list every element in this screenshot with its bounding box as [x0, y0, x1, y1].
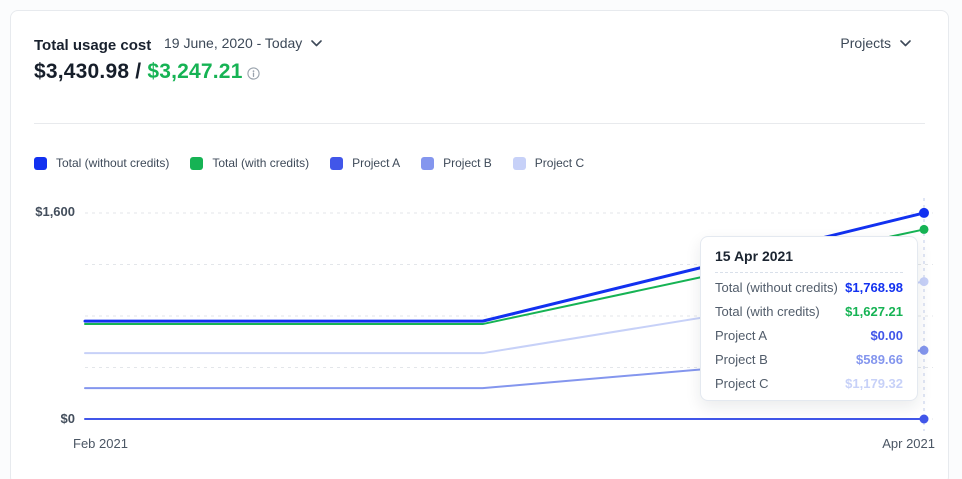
y-axis-tick-1600: $1,600: [35, 204, 75, 219]
series-point-total-with-credits: [919, 224, 929, 234]
tooltip-row-value: $1,768.98: [845, 279, 903, 295]
legend-label: Project C: [534, 156, 585, 170]
legend-swatch-icon: [190, 156, 204, 170]
tooltip-row-label: Total (with credits): [715, 303, 820, 319]
date-range-label: 19 June, 2020 - Today: [164, 35, 303, 51]
tooltip-row: Project B $589.66: [715, 347, 903, 371]
tooltip-row: Project C $1,179.32: [715, 371, 903, 395]
page-title: Total usage cost: [34, 37, 152, 54]
tooltip-row-value: $1,179.32: [845, 375, 903, 391]
series-point-project-b: [919, 345, 929, 355]
projects-label: Projects: [840, 35, 891, 51]
chevron-down-icon: [311, 39, 323, 47]
tooltip-row-value: $0.00: [870, 327, 903, 343]
legend-label: Total (with credits): [212, 156, 310, 170]
tooltip-row: Total (without credits) $1,768.98: [715, 275, 903, 299]
legend-item-total-with-credits[interactable]: Total (with credits): [190, 156, 309, 170]
total-without-credits-amount: $3,430.98: [34, 60, 130, 83]
tooltip-row: Project A $0.00: [715, 323, 903, 347]
legend-swatch-icon: [34, 156, 47, 170]
legend-item-project-b[interactable]: Project B: [421, 156, 492, 170]
series-point-total-without-credits: [919, 207, 929, 218]
tooltip-row-label: Project A: [715, 327, 768, 343]
legend-swatch-icon: [330, 156, 344, 170]
tooltip-date: 15 Apr 2021: [715, 248, 794, 264]
legend-label: Total (without credits): [56, 156, 170, 170]
projects-selector[interactable]: Projects: [840, 35, 911, 51]
date-range-selector[interactable]: 19 June, 2020 - Today: [164, 35, 323, 51]
legend-swatch-icon: [512, 156, 526, 170]
total-with-credits-amount: $3,247.21: [147, 60, 243, 83]
tooltip-row-label: Project B: [715, 351, 768, 367]
x-axis-tick-feb: Feb 2021: [73, 436, 128, 451]
chevron-down-icon: [900, 39, 911, 47]
tooltip-row-label: Project C: [715, 375, 769, 391]
tooltip-row: Total (with credits) $1,627.21: [715, 299, 903, 323]
legend-label: Project B: [443, 156, 492, 170]
tooltip-row-value: $1,627.21: [845, 303, 903, 319]
legend-swatch-icon: [421, 156, 435, 170]
x-axis-tick-apr: Apr 2021: [882, 436, 935, 451]
tooltip-rows: Total (without credits) $1,768.98 Total (w…: [715, 275, 903, 395]
series-point-project-c: [919, 277, 929, 287]
series-point-project-a: [919, 414, 929, 424]
amount-separator: /: [129, 60, 148, 83]
legend-item-project-a[interactable]: Project A: [330, 156, 400, 170]
legend-item-project-c[interactable]: Project C: [512, 156, 585, 170]
legend-item-total-without-credits[interactable]: Total (without credits): [34, 156, 169, 170]
total-amounts: $3,430.98 / $3,247.21: [34, 60, 260, 86]
tooltip-divider: [715, 272, 903, 273]
info-icon[interactable]: [246, 62, 260, 86]
tooltip-row-value: $589.66: [856, 351, 903, 367]
chart-tooltip: 15 Apr 2021 Total (without credits) $1,76…: [700, 236, 918, 401]
chart-legend: Total (without credits) Total (with credi…: [34, 156, 584, 170]
y-axis-tick-0: $0: [60, 411, 75, 426]
tooltip-row-label: Total (without credits): [715, 279, 838, 295]
legend-label: Project A: [352, 156, 401, 170]
header-divider: [34, 123, 925, 124]
